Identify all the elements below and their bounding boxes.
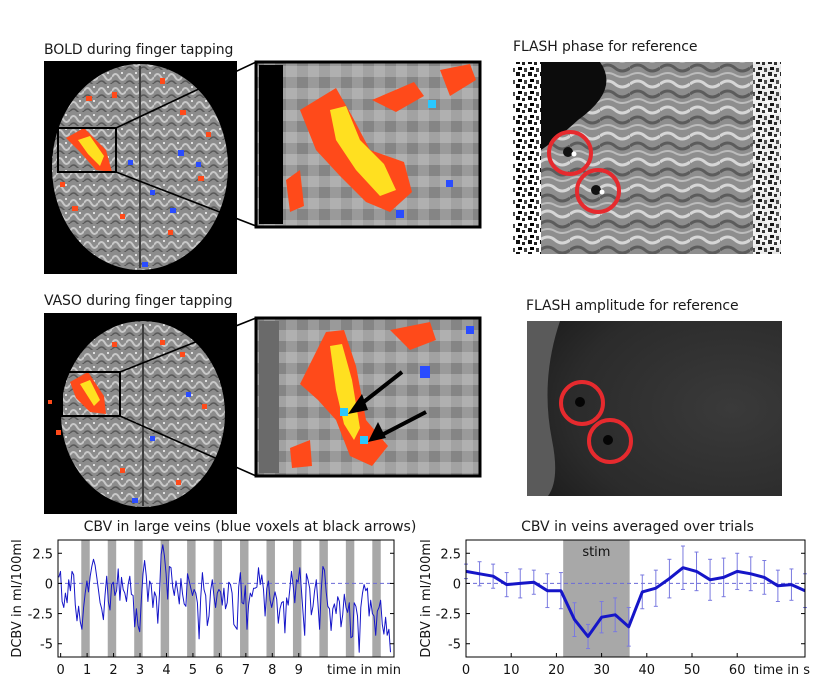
bold-axial-slice	[44, 61, 237, 274]
series-line	[58, 544, 391, 653]
x-tick-label: 20	[548, 663, 565, 678]
vaso-axial-slice	[44, 313, 237, 514]
phase-roi-circle-upper	[547, 130, 593, 176]
x-tick-label: 2	[109, 663, 117, 678]
vaso-panel-title: VASO during finger tapping	[44, 293, 233, 309]
y-tick-label: -5	[40, 638, 53, 653]
stim-block	[372, 540, 381, 657]
vein-arrow-lower	[375, 410, 427, 440]
amplitude-roi-circle-lower	[587, 418, 633, 464]
amplitude-roi-circle-upper	[559, 380, 605, 426]
stim-block	[266, 540, 275, 657]
x-tick-label: 9	[295, 663, 303, 678]
stim-block	[107, 540, 117, 657]
flash-amplitude-panel-title: FLASH amplitude for reference	[526, 298, 739, 314]
x-tick-label: 0	[462, 663, 470, 678]
flash-phase-panel-title: FLASH phase for reference	[513, 39, 698, 55]
y-tick-label: 0	[453, 577, 461, 592]
stim-block	[134, 540, 143, 657]
vaso-zoom-connector-top	[119, 317, 257, 373]
vaso-zoom-connector-bottom	[119, 415, 257, 477]
chart1-vein-cbv-timecourse: 2.5 0 -2.5 -5 0 1 2 3 4 5 6 7 8 9 time in min DCBV in m…	[10, 539, 401, 678]
flash-phase-image	[513, 62, 781, 254]
vaso-zoom-inset	[254, 316, 482, 478]
chart2-title: CBV in veins averaged over trials	[521, 519, 754, 535]
stim-label: stim	[582, 545, 610, 560]
bold-zoom-inset	[254, 60, 482, 229]
stim-block	[563, 540, 630, 657]
bold-zoom-connector-bottom	[115, 171, 257, 227]
y-tick-label: 2.5	[32, 547, 53, 562]
x-tick-label: 4	[162, 663, 170, 678]
x-axis-label: time in s	[754, 663, 810, 678]
brain-figure	[44, 60, 782, 514]
chart1-title: CBV in large veins (blue voxels at black…	[83, 519, 417, 535]
bold-zoom-connector-top	[115, 61, 257, 129]
y-tick-label: -5	[448, 638, 461, 653]
stim-block	[160, 540, 170, 657]
axes-frame	[57, 539, 395, 658]
x-tick-label: 7	[242, 663, 250, 678]
stim-block	[292, 540, 302, 657]
x-tick-label: 40	[639, 663, 656, 678]
stim-block	[345, 540, 355, 657]
x-axis-label: time in min	[327, 663, 401, 678]
x-tick-label: 50	[684, 663, 701, 678]
x-tick-label: 5	[189, 663, 197, 678]
x-tick-label: 30	[593, 663, 610, 678]
series-line	[465, 566, 806, 638]
x-tick-label: 3	[136, 663, 144, 678]
y-axis-label: DCBV in ml/100ml	[419, 539, 434, 657]
stim-block	[187, 540, 196, 657]
phase-roi-circle-lower	[575, 168, 621, 214]
x-tick-label: 6	[215, 663, 223, 678]
flash-amplitude-image	[527, 321, 782, 496]
x-tick-label: 1	[83, 663, 91, 678]
y-tick-label: 2.5	[440, 547, 461, 562]
y-tick-label: -2.5	[28, 608, 53, 623]
x-tick-label: 8	[268, 663, 276, 678]
y-tick-label: -2.5	[436, 608, 461, 623]
x-tick-label: 10	[503, 663, 520, 678]
y-axis-label: DCBV in ml/100ml	[10, 539, 25, 657]
x-tick-label: 0	[57, 663, 65, 678]
stim-block	[213, 540, 223, 657]
stim-block	[81, 540, 90, 657]
y-tick-label: 0	[45, 577, 53, 592]
bold-panel-title: BOLD during finger tapping	[44, 42, 234, 58]
axes-frame	[465, 539, 806, 658]
stim-block	[319, 540, 328, 657]
x-tick-label: 60	[729, 663, 746, 678]
